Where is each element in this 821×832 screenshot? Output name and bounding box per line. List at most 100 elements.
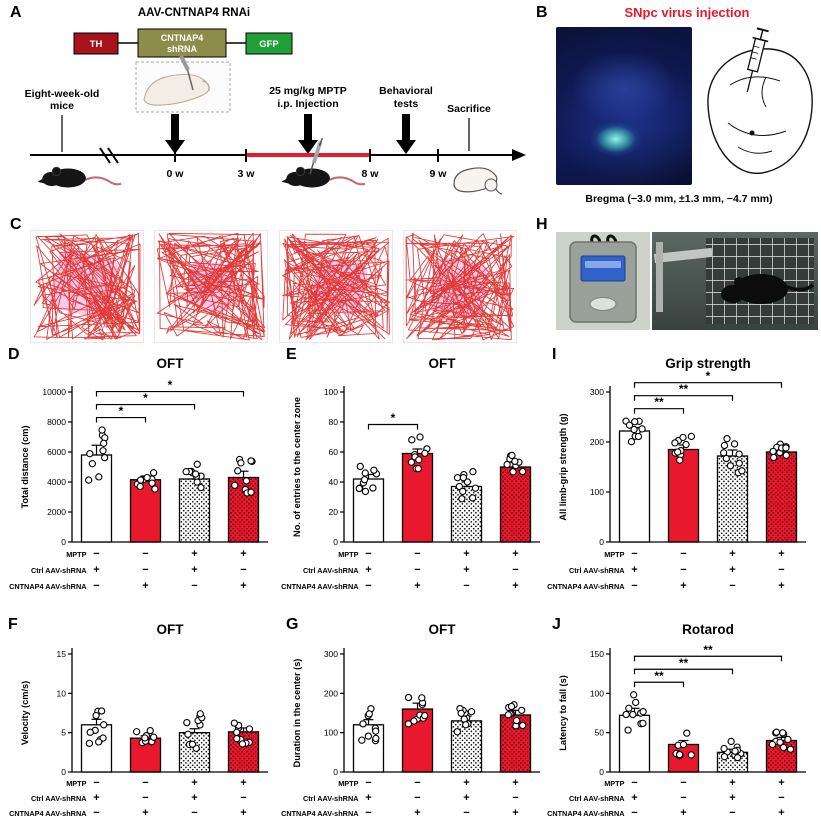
svg-text:**: ** (703, 643, 713, 657)
svg-text:CNTNAP4 AAV-shRNA: CNTNAP4 AAV-shRNA (281, 809, 359, 818)
pull-bar (653, 247, 713, 263)
svg-text:+: + (631, 792, 637, 804)
svg-text:+: + (414, 807, 420, 819)
svg-text:−: − (729, 580, 735, 592)
panel-label-j: J (552, 616, 561, 633)
sagittal-brain-icon (143, 74, 210, 106)
svg-text:+: + (729, 777, 735, 789)
svg-text:−: − (680, 792, 686, 804)
svg-text:−: − (142, 564, 148, 576)
grip-apparatus-photos (556, 232, 818, 330)
timeline-break-slash-1 (99, 147, 111, 164)
svg-text:8000: 8000 (47, 417, 66, 427)
svg-text:+: + (778, 580, 784, 592)
svg-text:*: * (168, 378, 173, 392)
timeline: 0 w 3 w 8 w 9 w (30, 147, 526, 180)
svg-text:100: 100 (590, 487, 604, 497)
svg-text:−: − (93, 807, 99, 819)
svg-text:150: 150 (590, 649, 604, 659)
cable-icon (590, 234, 602, 243)
cerebellum-line (201, 80, 210, 92)
svg-text:+: + (463, 564, 469, 576)
grip-meter-button (589, 297, 617, 311)
coronal-section-diagram (707, 27, 813, 175)
svg-text:+: + (463, 792, 469, 804)
svg-text:−: − (93, 548, 99, 560)
panel-label-h: H (536, 216, 548, 233)
svg-text:−: − (365, 777, 371, 789)
svg-text:−: − (680, 777, 686, 789)
svg-text:−: − (414, 792, 420, 804)
svg-text:Ctrl AAV-shRNA: Ctrl AAV-shRNA (569, 794, 625, 803)
fluorescence-image (556, 27, 692, 185)
svg-text:−: − (365, 548, 371, 560)
svg-text:+: + (365, 564, 371, 576)
cortex-line (729, 76, 781, 86)
chart-oft-center-entries: OFT No. of entries to the center zone 0 20 4… (281, 356, 540, 592)
svg-text:Velocity (cm/s): Velocity (cm/s) (20, 681, 30, 745)
oft-trace-2 (154, 230, 268, 343)
svg-text:**: ** (679, 656, 689, 670)
svg-text:+: + (463, 777, 469, 789)
chart-rotarod: Rotarod Latency to fall (s) 0 50 100 150 ** ** *… (547, 622, 806, 819)
svg-text:−: − (631, 807, 637, 819)
svg-text:20: 20 (329, 507, 339, 517)
svg-text:80: 80 (329, 417, 339, 427)
svg-text:+: + (240, 777, 246, 789)
svg-text:+: + (729, 792, 735, 804)
panel-label-a: A (10, 4, 22, 21)
svg-text:MPTP: MPTP (338, 779, 358, 788)
stand-pole (656, 242, 663, 312)
svg-text:OFT: OFT (157, 622, 185, 637)
svg-text:*: * (119, 404, 124, 418)
svg-text:0: 0 (599, 767, 604, 777)
svg-text:100: 100 (324, 728, 338, 738)
svg-text:+: + (414, 580, 420, 592)
svg-text:−: − (414, 548, 420, 560)
panel-label-f: F (8, 616, 18, 633)
injection-arrow-icon (165, 114, 185, 154)
svg-text:**: ** (654, 395, 664, 409)
svg-text:−: − (463, 580, 469, 592)
svg-text:10: 10 (57, 688, 67, 698)
chart-oft-total-distance: OFT Total distance (cm) 0 2000 4000 6000 8000 1… (9, 356, 268, 592)
svg-text:All limb-grip strength (g): All limb-grip strength (g) (558, 413, 568, 520)
panel-label-c: C (10, 216, 22, 233)
snpc-injection-title: SNpc virus injection (624, 5, 750, 20)
grip-meter-photo (556, 232, 650, 330)
svg-text:−: − (631, 777, 637, 789)
oft-trace-3 (279, 230, 393, 343)
svg-text:10000: 10000 (42, 387, 66, 397)
svg-text:OFT: OFT (157, 356, 185, 371)
svg-text:OFT: OFT (429, 356, 457, 371)
svg-text:*: * (706, 369, 711, 383)
svg-text:+: + (93, 792, 99, 804)
svg-text:200: 200 (324, 688, 338, 698)
behavior-arrow-icon (396, 114, 416, 154)
svg-text:+: + (778, 807, 784, 819)
svg-text:−: − (93, 777, 99, 789)
svg-text:Ctrl AAV-shRNA: Ctrl AAV-shRNA (31, 566, 87, 575)
svg-text:Ctrl AAV-shRNA: Ctrl AAV-shRNA (303, 566, 359, 575)
svg-text:100: 100 (590, 688, 604, 698)
eight-week-label-1: Eight-week-old (25, 88, 100, 100)
svg-text:+: + (240, 807, 246, 819)
mptp-label-2: i.p. Injection (277, 98, 338, 110)
svg-text:−: − (191, 807, 197, 819)
movement-trace (156, 232, 266, 341)
tick-label-3w: 3 w (238, 168, 256, 180)
svg-text:Ctrl AAV-shRNA: Ctrl AAV-shRNA (31, 794, 87, 803)
svg-text:−: − (680, 564, 686, 576)
svg-text:−: − (729, 807, 735, 819)
svg-text:+: + (240, 580, 246, 592)
svg-text:−: − (142, 777, 148, 789)
snpc-target-dot (749, 130, 755, 136)
svg-text:CNTNAP4 AAV-shRNA: CNTNAP4 AAV-shRNA (9, 582, 87, 591)
svg-text:+: + (191, 777, 197, 789)
svg-text:−: − (142, 792, 148, 804)
chart-grip-strength: Grip strength All limb-grip strength (g) 0… (547, 356, 806, 592)
svg-text:0: 0 (61, 537, 66, 547)
svg-text:5: 5 (61, 728, 66, 738)
svg-text:No. of entries to the center z: No. of entries to the center zone (292, 397, 302, 537)
